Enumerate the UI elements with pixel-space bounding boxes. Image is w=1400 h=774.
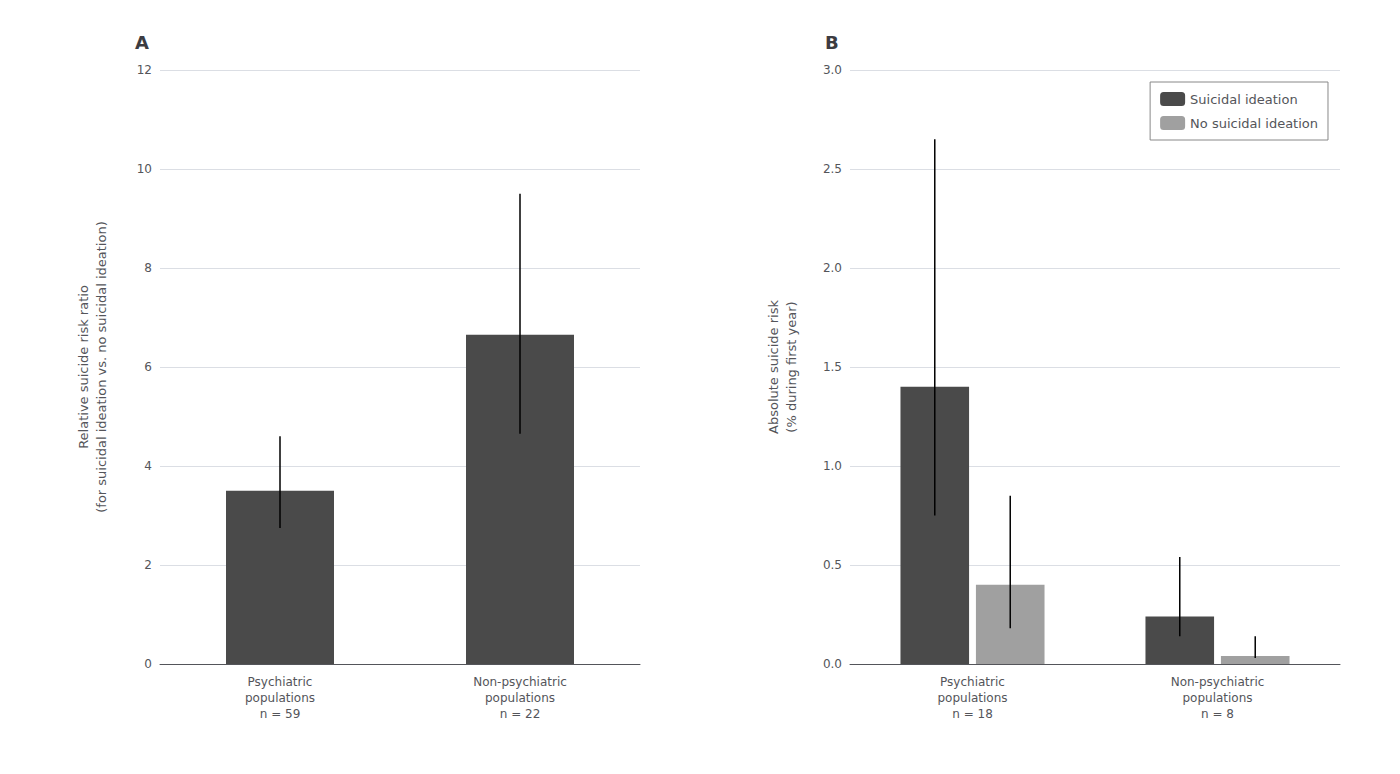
svg-text:populations: populations [937,691,1007,705]
svg-text:n = 22: n = 22 [500,707,541,721]
svg-text:B: B [825,32,839,53]
svg-text:populations: populations [245,691,315,705]
svg-text:A: A [135,32,149,53]
svg-text:4: 4 [144,459,152,473]
svg-text:n = 18: n = 18 [952,707,993,721]
svg-text:Suicidal ideation: Suicidal ideation [1190,92,1298,107]
svg-text:3.0: 3.0 [823,63,842,77]
svg-text:2.5: 2.5 [823,162,842,176]
svg-text:12: 12 [137,63,152,77]
svg-text:Psychiatric: Psychiatric [248,675,313,689]
svg-text:1.0: 1.0 [823,459,842,473]
svg-text:2.0: 2.0 [823,261,842,275]
svg-text:(% during first year): (% during first year) [784,301,799,432]
svg-text:6: 6 [144,360,152,374]
svg-text:0.0: 0.0 [823,657,842,671]
svg-text:Absolute suicide risk: Absolute suicide risk [766,300,781,434]
svg-text:Non-psychiatric: Non-psychiatric [1171,675,1265,689]
svg-text:populations: populations [1182,691,1252,705]
svg-text:No suicidal ideation: No suicidal ideation [1190,116,1318,131]
svg-text:2: 2 [144,558,152,572]
svg-text:(for suicidal ideation vs. no: (for suicidal ideation vs. no suicidal i… [94,221,109,513]
svg-text:n = 8: n = 8 [1201,707,1234,721]
svg-text:Psychiatric: Psychiatric [940,675,1005,689]
svg-text:10: 10 [137,162,152,176]
svg-text:8: 8 [144,261,152,275]
svg-text:1.5: 1.5 [823,360,842,374]
svg-text:0: 0 [144,657,152,671]
svg-text:Non-psychiatric: Non-psychiatric [473,675,567,689]
svg-text:0.5: 0.5 [823,558,842,572]
svg-text:n = 59: n = 59 [260,707,301,721]
svg-text:populations: populations [485,691,555,705]
svg-text:Relative suicide risk ratio: Relative suicide risk ratio [76,285,91,449]
